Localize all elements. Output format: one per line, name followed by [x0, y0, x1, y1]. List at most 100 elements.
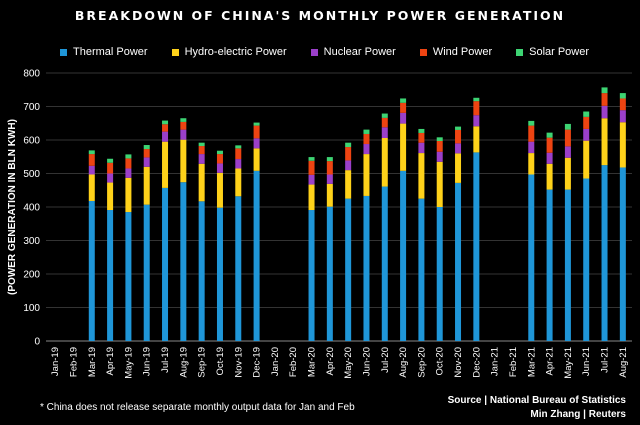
- bar-segment-hydro-electric-power: [180, 139, 187, 183]
- x-tick-label: May-19: [123, 347, 134, 379]
- bar-segment-solar-power: [180, 118, 187, 122]
- x-tick-label: Mar-20: [307, 347, 318, 377]
- y-tick-label: 400: [23, 203, 40, 214]
- y-tick-label: 600: [23, 136, 40, 147]
- bar-segment-wind-power: [381, 117, 388, 128]
- bar-segment-hydro-electric-power: [345, 170, 352, 199]
- bar-segment-solar-power: [143, 145, 150, 150]
- y-tick-label: 200: [23, 270, 40, 281]
- bar-segment-thermal-power: [88, 200, 95, 341]
- x-tick-label: Jun-20: [361, 347, 372, 376]
- bar-segment-hydro-electric-power: [107, 182, 114, 211]
- bar-segment-wind-power: [253, 125, 260, 139]
- bar-segment-solar-power: [381, 113, 388, 118]
- bar-segment-wind-power: [107, 162, 114, 174]
- x-tick-label: Sep-19: [197, 347, 208, 378]
- bar-segment-hydro-electric-power: [473, 126, 480, 153]
- bar-segment-wind-power: [564, 129, 571, 147]
- bar-segment-solar-power: [601, 87, 608, 94]
- bar-segment-wind-power: [473, 101, 480, 116]
- x-tick-label: Feb-19: [68, 347, 79, 377]
- x-tick-label: Jul-21: [600, 347, 611, 373]
- bar-segment-hydro-electric-power: [216, 172, 223, 208]
- bar-segment-hydro-electric-power: [326, 183, 333, 207]
- footnote: * China does not release separate monthl…: [40, 402, 355, 413]
- x-tick-label: Nov-19: [233, 347, 244, 378]
- chart-title: BREAKDOWN OF CHINA'S MONTHLY POWER GENER…: [74, 8, 566, 23]
- bar-segment-solar-power: [162, 120, 169, 125]
- bar-segment-wind-power: [345, 147, 352, 161]
- x-tick-label: May-21: [563, 347, 574, 379]
- legend-item-solar: Solar Power: [516, 46, 589, 58]
- bar-segment-thermal-power: [235, 196, 242, 341]
- bar-segment-thermal-power: [345, 198, 352, 341]
- bar-segment-solar-power: [418, 128, 425, 133]
- bar-segment-solar-power: [436, 137, 443, 142]
- bar-segment-hydro-electric-power: [436, 161, 443, 207]
- legend-label-thermal: Thermal Power: [73, 46, 148, 58]
- bar-segment-thermal-power: [107, 210, 114, 341]
- bar-segment-nuclear-power: [400, 112, 407, 124]
- bar-segment-wind-power: [326, 161, 333, 175]
- x-tick-label: Jun-21: [581, 347, 592, 376]
- bar-segment-hydro-electric-power: [235, 168, 242, 197]
- bar-segment-thermal-power: [528, 174, 535, 341]
- bar-segment-solar-power: [400, 98, 407, 103]
- bar-segment-nuclear-power: [198, 154, 205, 164]
- bar-segment-solar-power: [619, 93, 626, 99]
- bar-segment-wind-power: [143, 149, 150, 158]
- legend-swatch-nuclear: [310, 48, 318, 56]
- x-tick-label: Oct-19: [215, 347, 226, 376]
- bar-segment-wind-power: [436, 141, 443, 152]
- bar-segment-thermal-power: [125, 212, 132, 341]
- bar-segment-wind-power: [308, 160, 315, 175]
- bar-segment-solar-power: [125, 154, 132, 159]
- bar-segment-thermal-power: [198, 201, 205, 341]
- bar-segment-hydro-electric-power: [88, 174, 95, 201]
- x-tick-label: Jul-19: [160, 347, 171, 373]
- x-tick-label: Feb-21: [508, 347, 519, 377]
- bar-segment-solar-power: [455, 126, 462, 130]
- y-tick-label: 700: [23, 102, 40, 113]
- x-tick-label: Jan-21: [490, 347, 501, 376]
- bar-segment-thermal-power: [363, 195, 370, 341]
- bar-segment-thermal-power: [619, 167, 626, 341]
- bar-segment-nuclear-power: [235, 159, 242, 169]
- bar-segment-wind-power: [455, 129, 462, 144]
- legend-label-wind: Wind Power: [432, 46, 493, 58]
- bar-segment-nuclear-power: [363, 144, 370, 155]
- bar-segment-thermal-power: [473, 152, 480, 341]
- bar-segment-nuclear-power: [546, 152, 553, 164]
- x-tick-label: Jul-20: [380, 347, 391, 373]
- bar-segment-hydro-electric-power: [162, 141, 169, 188]
- bar-segment-nuclear-power: [528, 141, 535, 154]
- bar-segment-thermal-power: [583, 178, 590, 341]
- bar-segment-wind-power: [198, 146, 205, 155]
- legend: Thermal Power Hydro-electric Power Nucle…: [60, 46, 613, 58]
- bar-segment-wind-power: [180, 121, 187, 130]
- bar-segment-wind-power: [162, 124, 169, 132]
- bar-segment-wind-power: [400, 102, 407, 113]
- bar-segment-thermal-power: [436, 207, 443, 341]
- x-tick-label: Feb-20: [288, 347, 299, 377]
- y-tick-label: 800: [23, 69, 40, 80]
- bar-segment-thermal-power: [455, 182, 462, 341]
- bar-segment-nuclear-power: [455, 143, 462, 154]
- bar-segment-thermal-power: [216, 207, 223, 341]
- legend-item-thermal: Thermal Power: [60, 46, 148, 58]
- bar-segment-solar-power: [326, 157, 333, 162]
- bar-segment-wind-power: [583, 116, 590, 129]
- bar-segment-hydro-electric-power: [253, 148, 260, 171]
- bar-segment-thermal-power: [601, 165, 608, 341]
- bar-segment-nuclear-power: [107, 173, 114, 183]
- bar-segment-hydro-electric-power: [308, 184, 315, 211]
- bar-segment-nuclear-power: [473, 115, 480, 127]
- x-tick-label: Aug-20: [398, 347, 409, 378]
- x-tick-label: Aug-21: [618, 347, 629, 378]
- bar-segment-nuclear-power: [125, 168, 132, 178]
- bar-segment-hydro-electric-power: [546, 163, 553, 190]
- x-tick-label: Jun-19: [142, 347, 153, 376]
- bar-segment-nuclear-power: [381, 127, 388, 138]
- x-tick-label: Jan-20: [270, 347, 281, 376]
